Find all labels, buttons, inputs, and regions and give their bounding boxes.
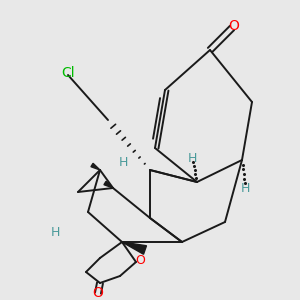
Text: O: O [229, 19, 239, 33]
Polygon shape [91, 163, 100, 170]
Text: H: H [240, 182, 250, 194]
Polygon shape [104, 181, 113, 188]
Text: H: H [187, 152, 197, 164]
Text: Cl: Cl [61, 66, 75, 80]
Text: H: H [50, 226, 60, 238]
Text: O: O [135, 254, 145, 266]
Text: H: H [118, 157, 128, 169]
Polygon shape [122, 242, 146, 254]
Text: O: O [93, 286, 104, 300]
